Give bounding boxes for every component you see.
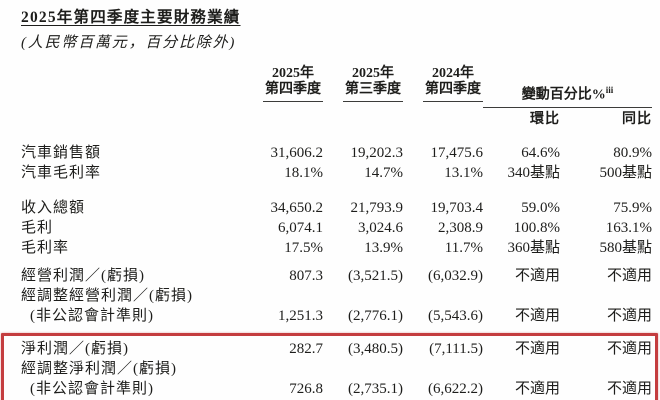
page-title: 2025年第四季度主要財務業績 — [21, 9, 241, 26]
table-row: 汽車銷售額 31,606.2 19,202.3 17,475.6 64.6% 80.9% — [21, 143, 652, 163]
table-row: 毛利 6,074.1 3,024.6 2,308.9 100.8% 163.1% — [21, 218, 652, 238]
row-label: 毛利 — [21, 218, 232, 238]
cell-value: 282.7 — [289, 340, 323, 357]
cell-value: 19,703.4 — [430, 199, 484, 216]
column-header-change-percent: 變動百分比%iii 環比 同比 — [483, 82, 652, 128]
cell-value: 34,650.2 — [270, 199, 324, 216]
row-label: 經營利潤／(虧損) — [21, 266, 232, 286]
table-header: 2025年 第四季度 2025年 第三季度 2024年 第四季度 變動百分比%iii … — [21, 66, 652, 128]
cell-value: 580基點 — [599, 239, 652, 256]
cell-value: (6,622.2) — [428, 380, 483, 397]
cell-value: 13.9% — [364, 239, 403, 256]
cell-value: 19,202.3 — [350, 144, 404, 161]
table-row: 收入總額 34,650.2 21,793.9 19,703.4 59.0% 75.9% — [21, 198, 652, 218]
column-header-2025-q3: 2025年 第三季度 — [323, 66, 403, 102]
column-header-year: 2025年 — [272, 66, 314, 81]
cell-value: 不適用 — [606, 307, 652, 324]
cell-value: 不適用 — [606, 340, 652, 357]
row-label-line: (非公認會計準則) — [30, 307, 154, 324]
row-label-line: 經調整經營利潤／(虧損) — [21, 287, 193, 304]
cell-value: 1,251.3 — [278, 307, 323, 324]
cell-value: (3,480.5) — [348, 340, 403, 357]
column-header-2024-q4: 2024年 第四季度 — [403, 66, 483, 102]
subcolumn-header-qoq: 環比 — [530, 111, 560, 127]
cell-value: 100.8% — [513, 219, 560, 236]
row-label: 經調整淨利潤／(虧損) (非公認會計準則) — [21, 359, 232, 399]
cell-value: 500基點 — [599, 164, 652, 181]
cell-value: 75.9% — [613, 199, 652, 216]
highlighted-section: 淨利潤／(虧損) 282.7 (3,480.5) (7,111.5) 不適用 不適用 經調整… — [1, 332, 658, 400]
table-row: 毛利率 17.5% 13.9% 11.7% 360基點 580基點 — [21, 238, 652, 258]
cell-value: 163.1% — [605, 219, 652, 236]
table-row: 淨利潤／(虧損) 282.7 (3,480.5) (7,111.5) 不適用 不適用 — [21, 339, 652, 359]
row-label: 淨利潤／(虧損) — [21, 339, 232, 359]
column-header-year: 2024年 — [432, 66, 474, 81]
cell-value: 59.0% — [521, 199, 560, 216]
cell-value: 不適用 — [514, 307, 560, 324]
change-percent-label: 變動百分比% — [521, 87, 606, 103]
cell-value: 18.1% — [284, 164, 323, 181]
cell-value: (7,111.5) — [429, 340, 483, 357]
row-label-line: 毛利 — [21, 219, 54, 236]
row-label: 經調整經營利潤／(虧損) (非公認會計準則) — [21, 286, 232, 326]
row-label: 汽車銷售額 — [21, 143, 232, 163]
row-label-line: 經營利潤／(虧損) — [21, 267, 145, 284]
column-header-quarter: 第三季度 — [345, 82, 401, 97]
table-section: 汽車銷售額 31,606.2 19,202.3 17,475.6 64.6% 80.9% 汽… — [21, 143, 652, 183]
cell-value: 不適用 — [514, 267, 560, 284]
cell-value: 807.3 — [289, 267, 323, 284]
row-label-line: 淨利潤／(虧損) — [21, 340, 129, 357]
cell-value: 不適用 — [606, 267, 652, 284]
cell-value: 不適用 — [514, 380, 560, 397]
cell-value: 80.9% — [613, 144, 652, 161]
cell-value: 6,074.1 — [278, 219, 323, 236]
column-header-year: 2025年 — [352, 66, 394, 81]
cell-value: 17,475.6 — [430, 144, 484, 161]
table-body: 汽車銷售額 31,606.2 19,202.3 17,475.6 64.6% 80.9% 汽… — [1, 143, 658, 400]
cell-value: 11.7% — [444, 239, 483, 256]
cell-value: 不適用 — [514, 340, 560, 357]
cell-value: 17.5% — [284, 239, 323, 256]
footnote-marker: iii — [605, 85, 614, 95]
cell-value: 31,606.2 — [270, 144, 324, 161]
cell-value: (2,735.1) — [348, 380, 403, 397]
row-label-line: (非公認會計準則) — [30, 380, 154, 397]
subcolumn-header-yoy: 同比 — [622, 111, 652, 127]
column-header-quarter: 第四季度 — [425, 82, 481, 97]
cell-value: 64.6% — [521, 144, 560, 161]
cell-value: (6,032.9) — [428, 267, 483, 284]
row-label-line: 毛利率 — [21, 239, 70, 256]
column-header-2025-q4: 2025年 第四季度 — [232, 66, 323, 102]
cell-value: 360基點 — [507, 239, 560, 256]
cell-value: 14.7% — [364, 164, 403, 181]
cell-value: 340基點 — [507, 164, 560, 181]
cell-value: (3,521.5) — [348, 267, 403, 284]
cell-value: 不適用 — [606, 380, 652, 397]
table-row: 汽車毛利率 18.1% 14.7% 13.1% 340基點 500基點 — [21, 163, 652, 183]
row-label: 汽車毛利率 — [21, 163, 232, 183]
page-subtitle: (人民幣百萬元，百分比除外) — [21, 35, 237, 51]
table-row: 經調整經營利潤／(虧損) (非公認會計準則) 1,251.3 (2,776.1) (5,… — [21, 286, 652, 326]
row-label-line: 收入總額 — [21, 199, 86, 216]
row-label-line: 汽車毛利率 — [21, 164, 102, 181]
cell-value: 13.1% — [444, 164, 483, 181]
cell-value: 3,024.6 — [358, 219, 403, 236]
cell-value: 726.8 — [289, 380, 323, 397]
table-row: 經調整淨利潤／(虧損) (非公認會計準則) 726.8 (2,735.1) (6,622… — [21, 359, 652, 399]
table-section: 收入總額 34,650.2 21,793.9 19,703.4 59.0% 75.9% 毛利… — [21, 198, 652, 258]
cell-value: 21,793.9 — [350, 199, 404, 216]
column-header-quarter: 第四季度 — [265, 82, 321, 97]
cell-value: (2,776.1) — [348, 307, 403, 324]
table-section: 經營利潤／(虧損) 807.3 (3,521.5) (6,032.9) 不適用 不適用 經調… — [21, 266, 652, 326]
row-label: 毛利率 — [21, 238, 232, 258]
cell-value: 2,308.9 — [438, 219, 483, 236]
row-label: 收入總額 — [21, 198, 232, 218]
table-row: 經營利潤／(虧損) 807.3 (3,521.5) (6,032.9) 不適用 不適用 — [21, 266, 652, 286]
row-label-line: 汽車銷售額 — [21, 144, 102, 161]
cell-value: (5,543.6) — [428, 307, 483, 324]
row-label-line: 經調整淨利潤／(虧損) — [21, 360, 177, 377]
